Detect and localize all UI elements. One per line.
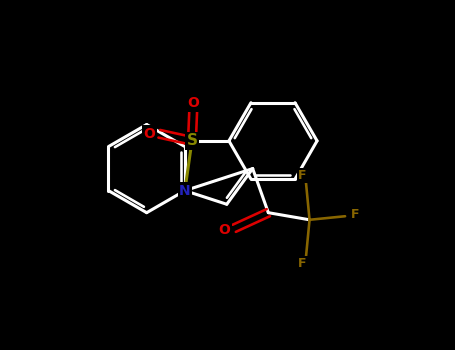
Text: F: F bbox=[298, 257, 307, 270]
Text: S: S bbox=[187, 133, 197, 148]
Text: O: O bbox=[143, 127, 155, 141]
Text: N: N bbox=[179, 184, 191, 198]
Text: O: O bbox=[218, 223, 230, 237]
Text: F: F bbox=[298, 169, 307, 182]
Text: O: O bbox=[187, 96, 199, 110]
Text: F: F bbox=[351, 208, 359, 221]
